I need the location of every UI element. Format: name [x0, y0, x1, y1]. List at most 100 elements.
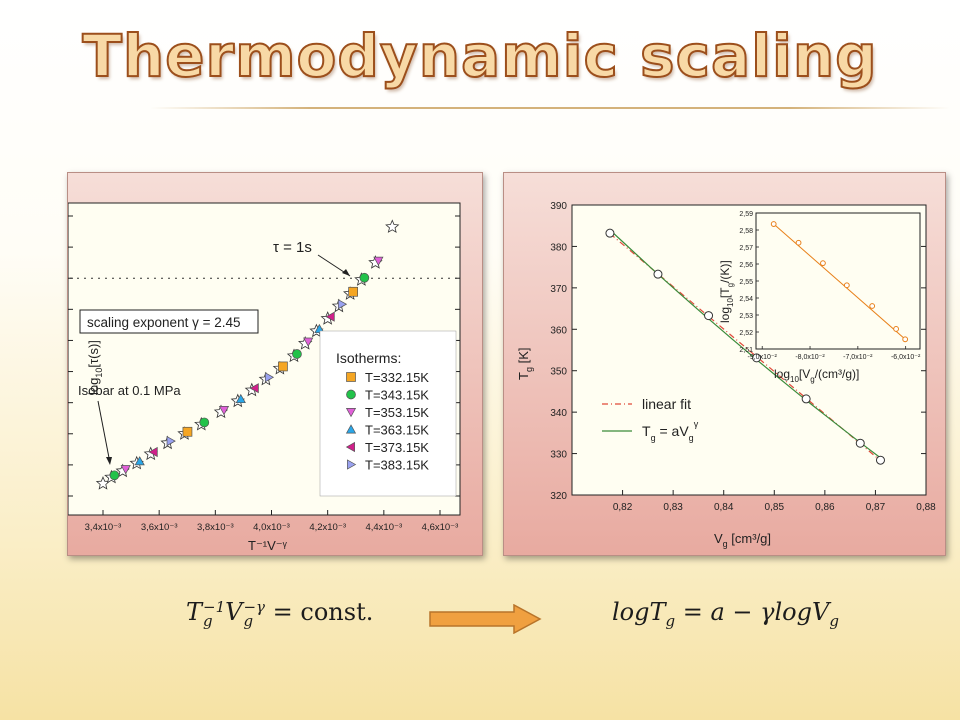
tg-point [875, 455, 885, 465]
isotherm-point [337, 299, 348, 310]
legend-marker [345, 424, 357, 434]
x-tick-label: 4,2x10⁻³ [309, 522, 346, 533]
scaling-equation: T −1 g V −γ g = const. [186, 597, 374, 630]
scaling-box [79, 309, 259, 334]
inset-y-tick-label: 2,57 [739, 245, 753, 252]
inset-data-points [770, 221, 909, 343]
tg-data-points [605, 228, 885, 465]
isotherm-point [303, 337, 314, 347]
y-tick-label: 360 [550, 325, 567, 336]
isotherm-point [292, 349, 302, 359]
inset-x-tick-label: -7,0x10⁻² [843, 354, 873, 361]
x-tick-label: 0,87 [866, 502, 886, 513]
fit-legend: linear fit Tg = aVgγ [602, 396, 699, 443]
legend-label: T=363.15K [365, 423, 429, 438]
y-title-tail: [τ(s)] [86, 340, 101, 368]
inset-point [770, 221, 777, 227]
isotherm-point [249, 383, 259, 394]
x-tick-label: 0,82 [613, 502, 633, 513]
isotherm-point [235, 393, 246, 404]
right-chart-panel: 390 380 370 360 350 340 330 320 0,82 0,83 0,84 0,8… [503, 172, 946, 556]
inset-point [902, 336, 909, 343]
inset-x-tick-label: -8,0x10⁻² [795, 354, 825, 361]
x-tick-label: 4,0x10⁻³ [253, 522, 290, 533]
y-tick-label: 320 [550, 491, 567, 502]
x-tick-label: 0,84 [714, 502, 734, 513]
inset-x-title: log10[Vg/(cm³/g)] [774, 367, 859, 384]
legend-entries: T=332.15K T=343.15K T=353.15K T=363.15K T=37… [345, 370, 429, 473]
inset-point [795, 239, 802, 246]
inset-y-tick-label: 2,56 [739, 262, 753, 269]
x-axis: 0,82 0,83 0,84 0,85 0,86 0,87 0,88 [613, 490, 936, 513]
x-tick-label: 4,4x10⁻³ [365, 522, 402, 533]
x-tick-label: 3,8x10⁻³ [197, 522, 234, 533]
legend-marker [345, 441, 355, 453]
scaling-chart: 210-1-2-3-4-5-6-7 3,4x10⁻³ 3,6x10⁻³ 3,8x10… [68, 202, 461, 553]
x-tick-label: 0,85 [765, 502, 785, 513]
title-divider [150, 107, 950, 109]
x-tick-label: 0,83 [663, 502, 683, 513]
inset-x-tick-label: -6,0x10⁻² [891, 354, 921, 361]
y-tick-label: 380 [550, 242, 567, 253]
isotherm-point [120, 465, 131, 475]
tau-label: τ = 1s [273, 239, 312, 256]
inset-y-tick-label: 2,58 [739, 228, 753, 235]
inset-y-tick-label: 2,54 [739, 296, 753, 303]
slide-title: Thermodynamic scaling [81, 21, 878, 91]
y-title-sub: 10 [94, 368, 104, 378]
isotherm-legend: Isotherms: T=332.15KT=343.15KT=353.15KT=… [319, 330, 457, 497]
x-axis: 3,4x10⁻³ 3,6x10⁻³ 3,8x10⁻³ 4,0x10⁻³ 4,2x10⁻³… [85, 510, 459, 533]
inset-chart: 2,59 2,58 2,57 2,56 2,55 2,54 2,53 2,52 2,51 -9,… [718, 211, 921, 384]
isotherm-point [166, 436, 176, 447]
inset-point [843, 282, 850, 289]
legend-label: T=353.15K [365, 405, 429, 420]
isotherm-point [264, 372, 275, 383]
isotherm-point [278, 361, 288, 372]
isobar-annotation: Isobar at 0.1 MPa [78, 383, 181, 465]
linear-fit-legend-label: linear fit [642, 396, 691, 412]
arrow-head-icon [342, 269, 350, 276]
x-tick-label: 4,6x10⁻³ [422, 522, 459, 533]
tg-point [801, 394, 811, 404]
isobar-label: Isobar at 0.1 MPa [78, 383, 181, 398]
isotherm-point [199, 417, 210, 428]
inset-point [893, 326, 899, 332]
x-tick-label: 3,6x10⁻³ [141, 522, 178, 533]
legend-label: T=373.15K [365, 440, 429, 455]
x-axis-title: T⁻¹V⁻ᵞ [248, 538, 288, 553]
y-axis-title: Tg [K] [516, 348, 534, 380]
inset-fit-line [773, 223, 906, 340]
legend-box [319, 330, 457, 497]
inset-x-tick-label: -9,0x10⁻² [748, 354, 778, 361]
isotherm-point [359, 272, 370, 283]
y-axis-title: log10[τ(s)] [86, 340, 104, 395]
y-title-main: log [86, 378, 101, 395]
inset-point [869, 303, 876, 309]
tg-point [855, 438, 865, 448]
legend-marker [346, 372, 356, 382]
left-chart-panel: 210-1-2-3-4-5-6-7 3,4x10⁻³ 3,6x10⁻³ 3,8x10… [67, 172, 483, 556]
legend-label: T=383.15K [365, 458, 429, 473]
isotherm-point [182, 426, 193, 437]
isobar-pointer [97, 400, 111, 464]
isotherm-point [109, 470, 120, 481]
isotherm-markers [109, 256, 384, 481]
isotherm-point [134, 456, 145, 466]
inset-y-tick-label: 2,52 [739, 330, 753, 337]
y-tick-label: 350 [550, 367, 567, 378]
tg-point [752, 353, 762, 363]
inset-y-tick-label: 2,59 [739, 211, 753, 218]
scaling-annotation: scaling exponent γ = 2.45 [79, 309, 259, 334]
inset-x-axis: -9,0x10⁻² -8,0x10⁻² -7,0x10⁻² -6,0x10⁻² [748, 346, 921, 361]
legend-marker [346, 389, 356, 400]
inset-y-tick-label: 2,55 [739, 279, 753, 286]
y-tick-label: 390 [550, 201, 567, 212]
isotherm-point [348, 286, 358, 297]
isotherm-point [218, 406, 230, 416]
y-axis: 390 380 370 360 350 340 330 320 [550, 201, 926, 502]
log-equation: logTg = a − γlogVg [612, 598, 839, 630]
arrow-head-icon [106, 457, 112, 465]
x-tick-label: 0,88 [916, 502, 936, 513]
tg-point [605, 228, 615, 238]
